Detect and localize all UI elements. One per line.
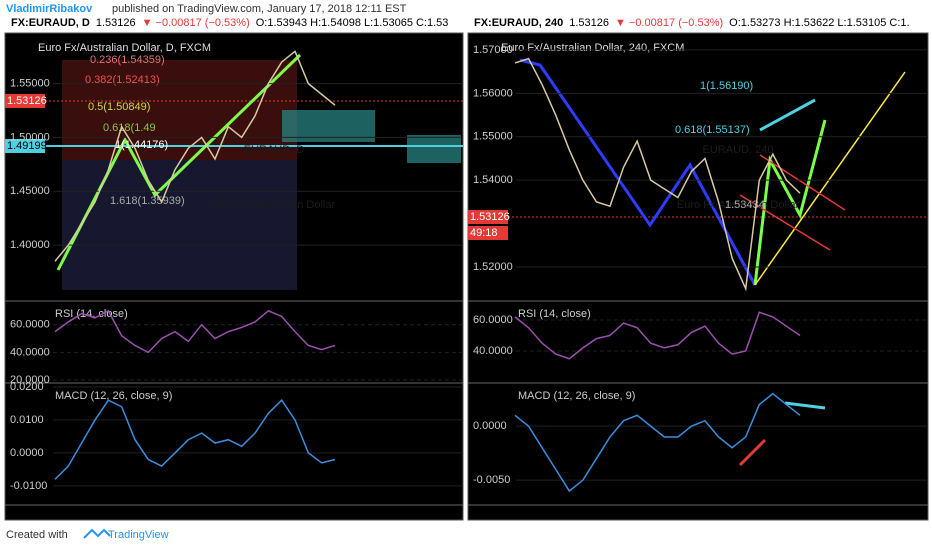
y-tick-label: 1.55000 xyxy=(473,131,513,143)
y-tick-label: 60.0000 xyxy=(10,319,50,331)
x-tick-label: Feb xyxy=(903,505,922,517)
x-tick-label: Apr xyxy=(88,505,105,517)
info-ohlc: O:1.53273 H:1.53622 L:1.53105 C:1. xyxy=(729,17,909,29)
fib-label: 1(1.44176) xyxy=(115,139,168,151)
y-tick-label: 0.0000 xyxy=(473,420,507,432)
fib-label: 1.618(1.35939) xyxy=(110,195,185,207)
y-tick-label: 40.0000 xyxy=(473,345,513,357)
info-ohlc: O:1.53943 H:1.54098 L:1.53065 C:1.53 xyxy=(256,17,449,29)
fib-zone xyxy=(62,160,297,290)
y-tick-label: 1.40000 xyxy=(10,239,50,251)
x-tick-label: 18 xyxy=(574,505,586,517)
fib-label: 1(1.56190) xyxy=(700,80,753,92)
y-tick-label: 0.0100 xyxy=(10,414,44,426)
price-badge xyxy=(468,210,508,224)
x-tick-label: Oct xyxy=(239,505,256,517)
info-price: 1.53126 xyxy=(96,17,136,29)
series-line xyxy=(514,392,801,493)
x-tick-label: 15 xyxy=(769,505,781,517)
y-tick-label: 1.55000 xyxy=(10,78,50,90)
trend-line xyxy=(754,71,906,286)
watermark-sub: Euro Fx/Australian Dollar xyxy=(213,199,336,211)
wave-arrow xyxy=(519,58,757,286)
info-change: ▼ −0.00817 (−0.53%) xyxy=(142,17,250,29)
x-tick-label: 2018 xyxy=(668,505,692,517)
series-line xyxy=(54,309,336,354)
y-tick-label: 60.0000 xyxy=(473,314,513,326)
wave-arrow xyxy=(56,53,302,271)
indicator-title: RSI (14, close) xyxy=(55,308,128,320)
fib-label: 0.618(1.49 xyxy=(103,122,156,134)
y-tick-label: 1.52000 xyxy=(473,261,513,273)
fib-label: 0.382(1.52413) xyxy=(85,74,160,86)
watermark-sub: Euro Fx/Australian Dollar xyxy=(677,199,800,211)
right-panel xyxy=(467,32,929,521)
chart-title: Euro Fx/Australian Dollar, 240, FXCM xyxy=(501,42,684,54)
info-change: ▼ −0.00817 (−0.53%) xyxy=(615,17,723,29)
brand-logo xyxy=(83,528,111,539)
y-tick-label: 1.50000 xyxy=(10,131,50,143)
price-label: 1.53126 xyxy=(470,211,510,223)
watermark: EURAUD, 240 xyxy=(703,144,774,156)
y-tick-label: -0.0100 xyxy=(10,480,47,492)
indicator-title: MACD (12, 26, close, 9) xyxy=(518,390,635,402)
symbol-info: FX:EURAUD, D 1.53126 ▼ −0.00817 (−0.53%) O:… xyxy=(11,17,448,29)
y-tick-label: 1.54000 xyxy=(473,174,513,186)
level-badge xyxy=(468,226,508,240)
series-line xyxy=(514,311,801,360)
y-tick-label: 40.0000 xyxy=(10,346,50,358)
y-tick-label: 1.57000 xyxy=(473,44,513,56)
y-tick-label: 1.56000 xyxy=(473,87,513,99)
info-price: 1.53126 xyxy=(569,17,609,29)
price-badge xyxy=(5,94,45,108)
target-box xyxy=(282,110,375,142)
indicator-title: MACD (12, 26, close, 9) xyxy=(55,390,172,402)
info-symbol: FX:EURAUD, 240 xyxy=(474,17,563,29)
y-tick-label: 0.0200 xyxy=(10,381,44,393)
level-label: 49:18 xyxy=(470,227,498,239)
divergence xyxy=(784,401,826,410)
info-symbol: FX:EURAUD, D xyxy=(11,17,90,29)
series-line xyxy=(54,50,336,262)
y-tick-label: -0.0050 xyxy=(473,474,510,486)
x-tick-label: Apr xyxy=(387,505,404,517)
y-tick-label: 0.0000 xyxy=(10,447,44,459)
indicator-title: RSI (14, close) xyxy=(518,308,591,320)
divergence xyxy=(738,438,767,467)
price-label: 1.53126 xyxy=(7,95,47,107)
channel xyxy=(759,154,846,211)
fib-label: 0.236(1.54359) xyxy=(90,54,165,66)
footer-text: Created with xyxy=(6,529,68,541)
author[interactable]: VladimirRibakov xyxy=(6,3,93,15)
x-tick-label: 2018 xyxy=(308,505,332,517)
y-tick-label: 1.45000 xyxy=(10,185,50,197)
fib-label: 0.5(1.50849) xyxy=(88,101,150,113)
footer-brand[interactable]: TradingView xyxy=(108,529,169,541)
series-line xyxy=(54,398,336,480)
header-text: published on TradingView.com, January 17… xyxy=(112,3,407,15)
level-label: 1.49199 xyxy=(7,140,47,152)
series-line xyxy=(514,57,801,292)
fib-label: 0.618(1.55137) xyxy=(675,124,750,136)
watermark: EURAUD, D xyxy=(244,144,305,156)
symbol-info: FX:EURAUD, 240 1.53126 ▼ −0.00817 (−0.53%)… xyxy=(474,17,910,29)
chart-title: Euro Fx/Australian Dollar, D, FXCM xyxy=(38,42,211,54)
target-arrow xyxy=(759,98,816,132)
wave-arrow xyxy=(753,119,827,286)
x-tick-label: Jul xyxy=(166,505,180,517)
target-box xyxy=(407,135,461,163)
level-badge xyxy=(5,139,45,153)
fib-label: 1.53434 xyxy=(725,199,765,211)
y-tick-label: 20.0000 xyxy=(10,374,50,386)
channel xyxy=(739,194,831,251)
